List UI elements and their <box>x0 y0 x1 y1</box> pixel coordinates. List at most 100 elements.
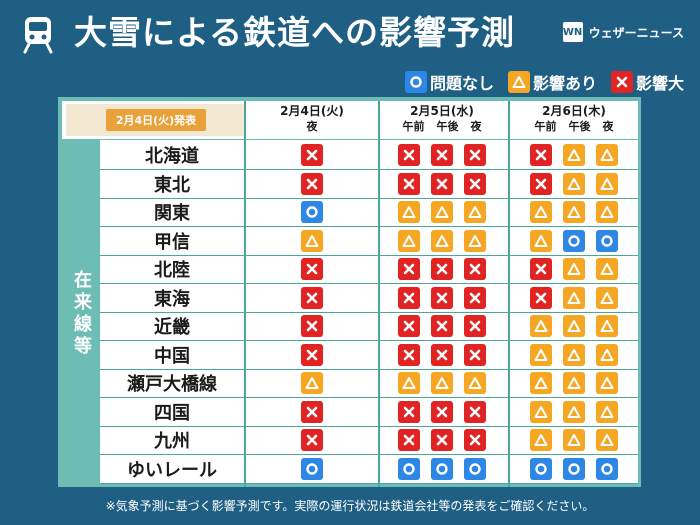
region-name: 北海道 <box>145 146 199 167</box>
row-divider <box>100 425 638 427</box>
status-cell <box>301 429 323 451</box>
period-label: 夜 <box>470 120 482 133</box>
region-name: 甲信 <box>154 231 190 253</box>
triangle-icon <box>563 400 585 423</box>
status-cell <box>563 201 585 223</box>
status-cell <box>398 457 420 480</box>
status-cell <box>431 229 453 252</box>
circle-icon <box>464 457 486 480</box>
status-cell <box>464 229 486 252</box>
triangle-icon <box>431 229 453 252</box>
triangle-icon <box>301 229 323 252</box>
status-cell <box>563 286 585 309</box>
row-divider <box>100 169 638 170</box>
status-cell <box>596 400 618 423</box>
status-cell <box>596 201 618 223</box>
column-periods: 夜 <box>252 119 372 134</box>
legend-item-warn: 影響あり <box>507 70 597 94</box>
circle-icon <box>530 457 552 480</box>
region-name: 東海 <box>154 288 190 310</box>
region-name: 関東 <box>154 203 190 224</box>
status-cell <box>431 429 453 451</box>
table-row: 北陸 <box>100 255 638 283</box>
triangle-icon <box>563 286 585 309</box>
triangle-icon <box>464 372 486 394</box>
status-cell <box>398 372 420 394</box>
cross-icon <box>610 71 633 93</box>
row-divider <box>100 254 638 256</box>
status-cell <box>431 400 453 423</box>
triangle-icon <box>596 201 618 223</box>
status-cell <box>563 229 585 252</box>
row-divider <box>100 340 638 341</box>
status-cell <box>596 372 618 394</box>
status-cell <box>301 201 323 223</box>
column-date: 2月4日(火) <box>280 104 344 118</box>
triangle-icon <box>563 172 585 195</box>
issued-box: 2月4日(火)発表 <box>66 104 246 136</box>
column-header: 2月6日(木) 午前 午後夜 <box>514 104 634 134</box>
status-cell <box>563 457 585 480</box>
status-cell <box>398 343 420 366</box>
issued-date: 2月4日(火)発表 <box>105 109 207 131</box>
brand-logo: WN <box>562 22 583 42</box>
status-cell <box>596 144 618 166</box>
column-header: 2月4日(火) 夜 <box>252 104 372 134</box>
status-cell <box>301 286 323 309</box>
circle-icon <box>563 457 585 480</box>
triangle-icon <box>398 372 420 394</box>
cross-icon <box>301 286 323 309</box>
column-divider <box>244 101 246 487</box>
status-cell <box>563 429 585 451</box>
triangle-icon <box>464 229 486 252</box>
triangle-icon <box>431 372 453 394</box>
status-cell <box>464 457 486 480</box>
triangle-icon <box>431 201 453 223</box>
column-divider <box>378 101 380 487</box>
region-name: 近畿 <box>154 317 190 338</box>
column-divider <box>508 101 510 487</box>
status-cell <box>596 172 618 195</box>
cross-icon <box>530 172 552 195</box>
circle-icon <box>404 71 427 93</box>
cross-icon <box>431 343 453 366</box>
status-cell <box>398 400 420 423</box>
status-cell <box>563 400 585 423</box>
cross-icon <box>301 258 323 280</box>
cross-icon <box>464 144 486 166</box>
status-cell <box>301 229 323 252</box>
circle-icon <box>596 457 618 480</box>
circle-icon <box>301 201 323 223</box>
region-name: 東北 <box>154 174 190 196</box>
status-cell <box>431 457 453 480</box>
table-row: 瀬戸大橋線 <box>100 369 638 397</box>
period-label: 午前 <box>402 120 425 133</box>
status-cell <box>464 144 486 166</box>
triangle-icon <box>563 258 585 280</box>
period-label: 夜 <box>602 120 614 133</box>
cross-icon <box>398 343 420 366</box>
column-date: 2月6日(木) <box>542 104 606 118</box>
triangle-icon <box>398 201 420 223</box>
status-cell <box>464 201 486 223</box>
row-divider <box>100 454 638 455</box>
row-divider <box>100 197 638 199</box>
triangle-icon <box>563 144 585 166</box>
status-cell <box>596 315 618 337</box>
cross-icon <box>398 429 420 451</box>
region-name: 四国 <box>154 402 190 424</box>
triangle-icon <box>596 372 618 394</box>
table-row: ゆいレール <box>100 455 638 483</box>
triangle-icon <box>596 400 618 423</box>
row-divider <box>100 283 638 284</box>
status-cell <box>301 372 323 394</box>
status-cell <box>301 315 323 337</box>
status-cell <box>464 343 486 366</box>
cross-icon <box>431 286 453 309</box>
circle-icon <box>398 457 420 480</box>
triangle-icon <box>530 429 552 451</box>
brand-name: ウェザーニュース <box>588 25 684 40</box>
status-cell <box>301 343 323 366</box>
status-cell <box>530 457 552 480</box>
